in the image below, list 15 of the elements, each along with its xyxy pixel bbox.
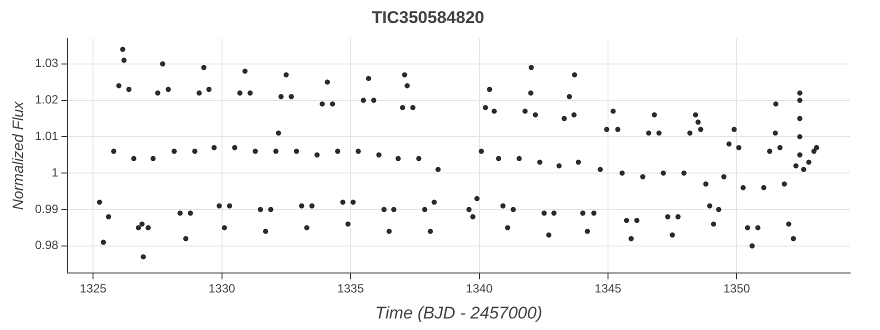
y-tick-label: 1.02 xyxy=(34,92,59,107)
x-tick-label: 1350 xyxy=(723,282,750,296)
x-tick-label: 1345 xyxy=(594,282,622,296)
x-tick-label: 1325 xyxy=(80,282,107,296)
y-tick-label: 0.99 xyxy=(34,202,59,216)
y-tick-label: 1.03 xyxy=(34,56,59,70)
y-tick-label: 1.01 xyxy=(34,129,59,143)
chart-title: TIC350584820 xyxy=(372,8,484,27)
y-tick-label: 1 xyxy=(52,165,59,180)
x-tick-label: 1335 xyxy=(337,282,364,296)
x-tick-label: 1340 xyxy=(466,282,493,296)
y-axis-title: Normalized Flux xyxy=(10,101,28,210)
x-tick-label: 1330 xyxy=(208,282,236,296)
x-axis-title: Time (BJD - 2457000) xyxy=(375,304,542,323)
y-tick-label: 0.98 xyxy=(34,238,59,252)
